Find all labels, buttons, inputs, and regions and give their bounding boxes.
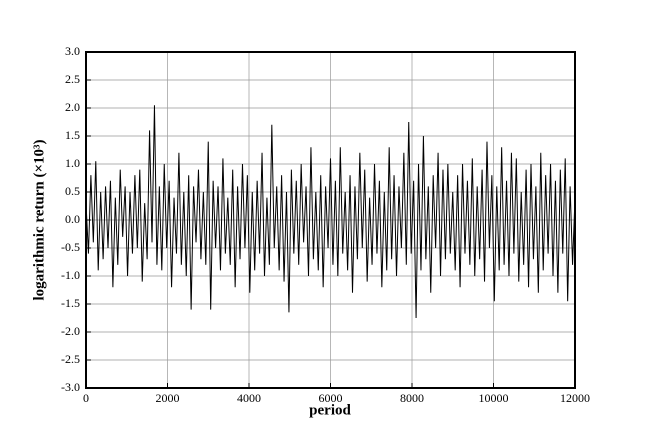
x-tick-label: 8000 [400, 391, 424, 405]
y-tick-label: -2.5 [61, 352, 80, 366]
x-tick-label: 6000 [319, 391, 343, 405]
x-axis-title: period [309, 402, 351, 418]
x-tick-label: 0 [83, 391, 89, 405]
y-axis-title: logarithmic return (×10³) [31, 139, 47, 300]
x-tick-label: 4000 [237, 391, 261, 405]
y-tick-label: 1.0 [65, 156, 80, 170]
y-tick-label: 3.0 [65, 44, 80, 58]
y-tick-label: 1.5 [65, 128, 80, 142]
x-tick-label: 12000 [560, 391, 590, 405]
y-tick-label: -3.0 [61, 380, 80, 394]
y-tick-label: 2.0 [65, 100, 80, 114]
y-tick-label: -1.5 [61, 296, 80, 310]
y-tick-label: -0.5 [61, 240, 80, 254]
y-tick-label: 0.0 [65, 212, 80, 226]
y-tick-label: -1.0 [61, 268, 80, 282]
y-tick-label: -2.0 [61, 324, 80, 338]
plot-frame [85, 51, 576, 389]
y-tick-label: 0.5 [65, 184, 80, 198]
x-tick-label: 2000 [156, 391, 180, 405]
y-tick-label: 2.5 [65, 72, 80, 86]
data-line [85, 105, 576, 319]
x-tick-label: 10000 [479, 391, 509, 405]
